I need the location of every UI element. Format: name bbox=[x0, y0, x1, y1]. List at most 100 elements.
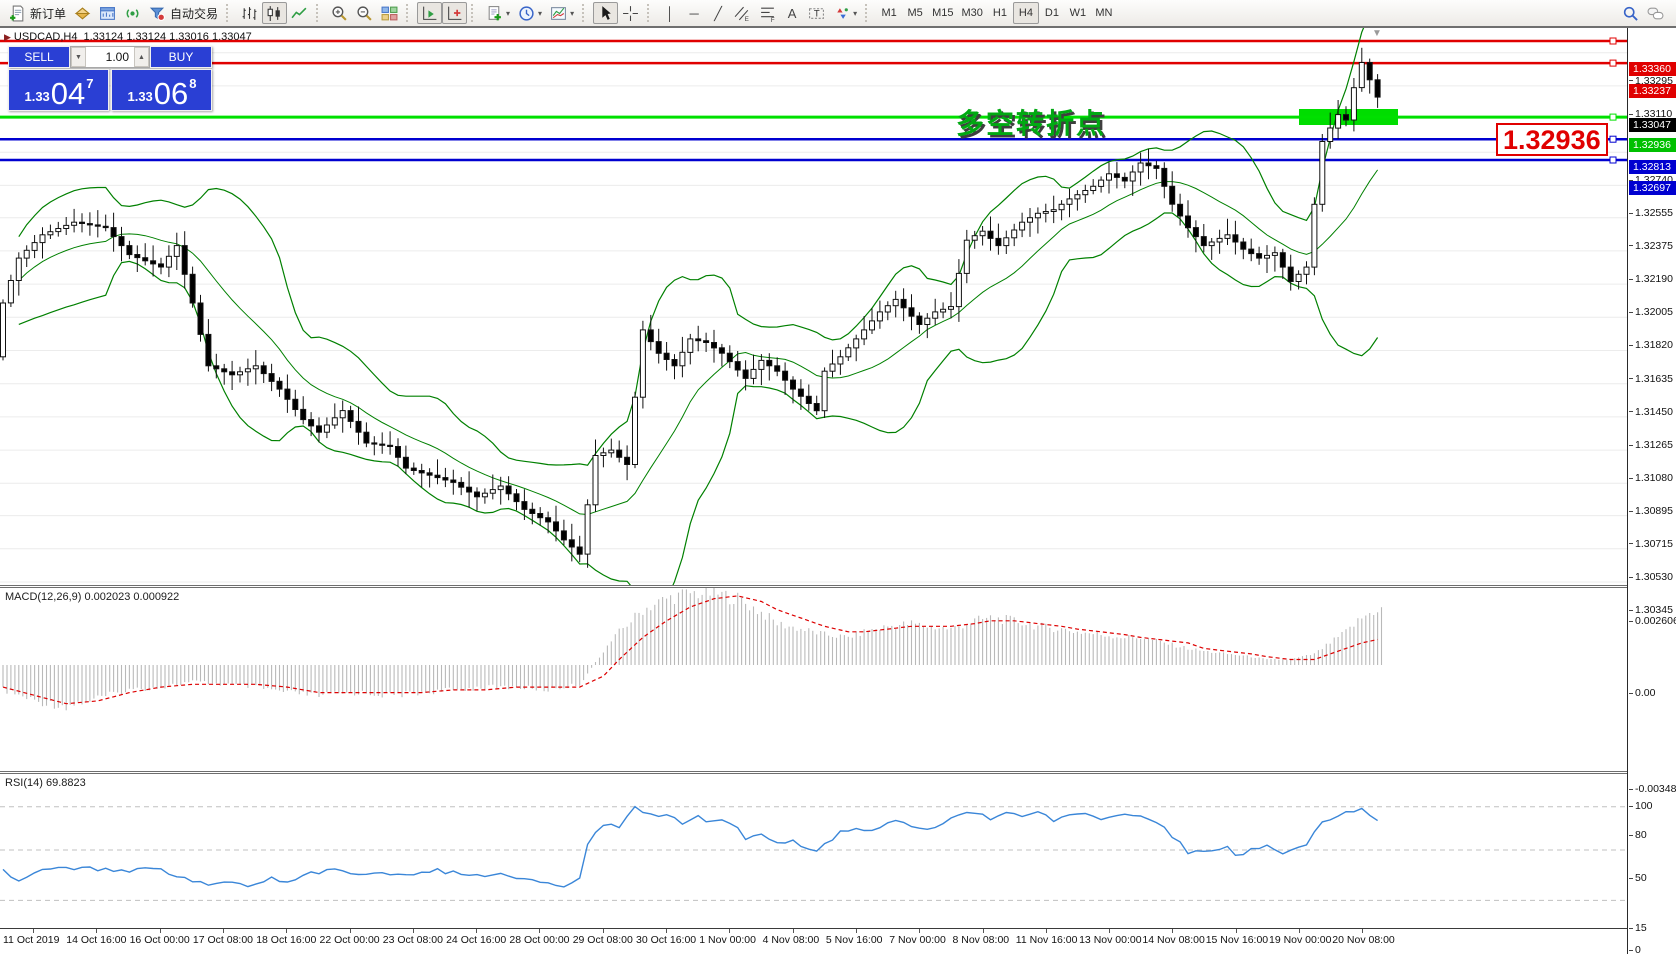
time-tick-mark bbox=[729, 929, 731, 933]
price-tick-label: 1.31265 bbox=[1629, 439, 1673, 451]
bollinger-upper-band[interactable] bbox=[18, 28, 1378, 466]
auto-scroll-button[interactable] bbox=[417, 2, 443, 24]
volume-increase-button[interactable]: ▲ bbox=[134, 47, 149, 67]
pivot-price-callout[interactable]: 1.32936 bbox=[1496, 123, 1608, 156]
zoom-out-button[interactable] bbox=[352, 2, 377, 24]
buy-price-display[interactable]: 1.33 06 8 bbox=[111, 69, 212, 111]
zoom-in-button[interactable] bbox=[327, 2, 352, 24]
timeframe-m5[interactable]: M5 bbox=[907, 7, 923, 19]
tile-windows-button[interactable] bbox=[377, 2, 402, 24]
text-label-button[interactable]: T bbox=[804, 2, 829, 24]
volume-field[interactable]: ▼ 1.00 ▲ bbox=[70, 46, 150, 68]
candlestick-button[interactable] bbox=[262, 2, 288, 24]
sell-button[interactable]: SELL bbox=[8, 46, 70, 68]
periods-button[interactable]: ▾ bbox=[514, 2, 546, 24]
chart-shift-marker-icon[interactable]: ▼ bbox=[1372, 28, 1382, 39]
text-button[interactable]: A bbox=[780, 2, 804, 24]
cursor-button[interactable] bbox=[593, 2, 619, 24]
toolbar-right-group bbox=[1618, 2, 1674, 24]
line-chart-button[interactable] bbox=[287, 2, 312, 24]
channel-button[interactable]: E bbox=[730, 2, 755, 24]
timeframe-m15[interactable]: M15 bbox=[932, 7, 954, 19]
market-icon bbox=[74, 5, 91, 22]
time-tick-label: 8 Nov 08:00 bbox=[952, 934, 1010, 946]
timeframe-h1[interactable]: H1 bbox=[992, 7, 1007, 19]
timeframe-d1[interactable]: D1 bbox=[1044, 7, 1059, 19]
chevron-down-icon[interactable]: ▾ bbox=[570, 8, 575, 18]
time-tick-mark bbox=[286, 929, 288, 933]
autoscroll-icon bbox=[421, 5, 438, 22]
rsi-canvas[interactable] bbox=[0, 774, 1627, 928]
time-tick-label: 28 Oct 00:00 bbox=[509, 934, 570, 946]
timeframe-h4[interactable]: H4 bbox=[1012, 2, 1039, 24]
timeframe-m30[interactable]: M30 bbox=[961, 7, 983, 19]
horizontal-line-button[interactable]: ─ bbox=[682, 2, 706, 24]
rsi-label: RSI(14) 69.8823 bbox=[5, 777, 86, 789]
price-tick-label: 1.31080 bbox=[1629, 472, 1673, 484]
bollinger-middle-band[interactable] bbox=[18, 169, 1379, 516]
zoom-group bbox=[324, 1, 405, 25]
buy-price-pip: 8 bbox=[189, 76, 197, 91]
candles-layer[interactable] bbox=[0, 47, 1381, 568]
time-tick-mark bbox=[1362, 929, 1364, 933]
pane-separator[interactable] bbox=[0, 585, 1627, 588]
navigator-button[interactable] bbox=[120, 2, 145, 24]
price-tick-label: 1.33295 bbox=[1629, 75, 1673, 87]
time-tick-mark bbox=[666, 929, 667, 933]
chat-icon bbox=[1647, 5, 1664, 22]
search-button[interactable] bbox=[1618, 2, 1643, 24]
chevron-down-icon[interactable]: ▾ bbox=[506, 8, 511, 18]
price-axis[interactable]: 1.332951.331101.327401.325551.323751.321… bbox=[1629, 28, 1676, 954]
chevron-down-icon[interactable]: ▾ bbox=[853, 8, 858, 18]
time-tick-mark bbox=[539, 929, 541, 933]
bar-chart-button[interactable] bbox=[237, 2, 262, 24]
time-tick-label: 15 Nov 16:00 bbox=[1205, 934, 1269, 946]
macd-pane[interactable]: MACD(12,26,9) 0.002023 0.000922 bbox=[0, 588, 1627, 771]
price-tag-1.33047: 1.33047 bbox=[1629, 118, 1676, 133]
bollinger-lower-band[interactable] bbox=[18, 212, 1379, 585]
time-tick-mark bbox=[1109, 929, 1111, 933]
macd-signal-line bbox=[2, 595, 1378, 705]
data-window-button[interactable] bbox=[95, 2, 120, 24]
price-pane[interactable]: ▶ USDCAD,H4 1.33124 1.33124 1.33016 1.3304… bbox=[0, 28, 1627, 585]
time-tick-mark bbox=[1299, 929, 1300, 933]
trendline-button[interactable]: ╱ bbox=[706, 2, 730, 24]
macd-canvas[interactable] bbox=[0, 588, 1627, 771]
sell-price-display[interactable]: 1.33 04 7 bbox=[8, 69, 109, 111]
time-tick-mark bbox=[919, 929, 921, 933]
chart-shift-button[interactable] bbox=[442, 2, 468, 24]
arrows-icon bbox=[833, 5, 850, 22]
price-tag-1.32813: 1.32813 bbox=[1629, 160, 1676, 175]
vertical-line-button[interactable]: │ bbox=[658, 2, 682, 24]
autotrading-button[interactable]: 自动交易 bbox=[145, 2, 222, 24]
timeframe-m1[interactable]: M1 bbox=[881, 7, 897, 19]
marketwatch-button[interactable] bbox=[70, 2, 95, 24]
indicators-button[interactable]: ▾ bbox=[482, 2, 514, 24]
orders-group: 新订单 自动交易 bbox=[2, 1, 225, 25]
fibonacci-button[interactable]: F bbox=[755, 2, 780, 24]
chat-button[interactable] bbox=[1643, 2, 1668, 24]
chevron-down-icon[interactable]: ▾ bbox=[538, 8, 543, 18]
time-tick-mark bbox=[855, 929, 857, 933]
timeframe-w1[interactable]: W1 bbox=[1069, 7, 1087, 19]
timeframe-mn[interactable]: MN bbox=[1095, 7, 1113, 19]
candlestick-canvas[interactable] bbox=[0, 28, 1627, 585]
buy-button[interactable]: BUY bbox=[150, 46, 212, 68]
pane-separator[interactable] bbox=[0, 771, 1627, 774]
price-tag-1.32697: 1.32697 bbox=[1629, 180, 1676, 195]
zoomout-icon bbox=[356, 5, 373, 22]
rsi-pane[interactable]: RSI(14) 69.8823 bbox=[0, 774, 1627, 928]
price-tick-label: 1.31450 bbox=[1629, 406, 1673, 418]
volume-value[interactable]: 1.00 bbox=[105, 50, 129, 64]
arrows-button[interactable]: ▾ bbox=[829, 2, 861, 24]
new-order-button[interactable]: 新订单 bbox=[5, 2, 70, 24]
chart-plot[interactable]: ▶ USDCAD,H4 1.33124 1.33124 1.33016 1.3304… bbox=[0, 28, 1628, 954]
time-axis[interactable]: 11 Oct 2019 14 Oct 16:00 16 Oct 00:00 17 Oc… bbox=[0, 928, 1627, 954]
crosshair-button[interactable] bbox=[618, 2, 643, 24]
timeframes-group: M1 M5 M15 M30 H1 H4 D1 W1 MN bbox=[873, 1, 1120, 25]
templates-button[interactable]: ▾ bbox=[546, 2, 578, 24]
pivot-annotation-text[interactable]: 多空转折点 bbox=[956, 108, 1107, 139]
time-tick-mark bbox=[1045, 929, 1047, 933]
volume-decrease-button[interactable]: ▼ bbox=[71, 47, 86, 67]
